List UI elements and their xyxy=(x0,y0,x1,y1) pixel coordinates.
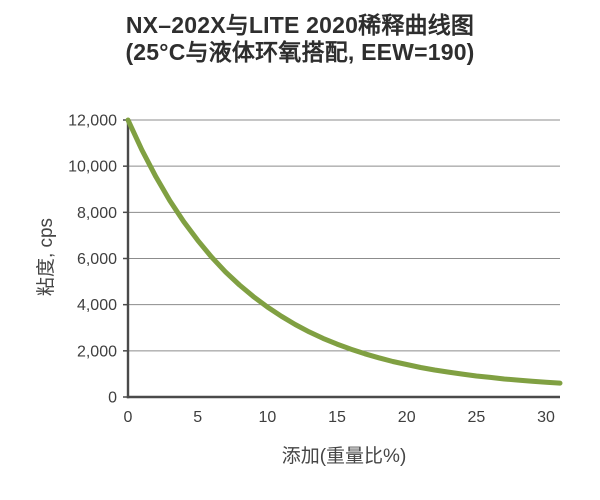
y-tick-label: 4,000 xyxy=(77,297,117,314)
dilution-curve xyxy=(125,117,563,386)
x-tick-label: 20 xyxy=(398,409,416,426)
chart-title-line1: NX–202X与LITE 2020稀释曲线图 xyxy=(125,12,475,38)
x-tick-label: 25 xyxy=(467,409,485,426)
y-tick-label: 10,000 xyxy=(68,159,117,176)
y-tick-label: 2,000 xyxy=(77,343,117,360)
x-axis-title: 添加(重量比%) xyxy=(281,446,407,467)
chart-title-line2: (25°C与液体环氧搭配, EEW=190) xyxy=(125,39,475,65)
y-tick-label: 6,000 xyxy=(77,251,117,268)
chart-title: NX–202X与LITE 2020稀释曲线图 (25°C与液体环氧搭配, EEW… xyxy=(0,12,600,66)
x-tick-label: 10 xyxy=(258,409,276,426)
x-tick-label: 5 xyxy=(193,409,202,426)
y-tick-label: 8,000 xyxy=(77,205,117,222)
x-tick-label: 0 xyxy=(124,409,133,426)
x-tick-label: 15 xyxy=(328,409,346,426)
y-tick-label: 0 xyxy=(108,390,117,407)
y-tick-label: 12,000 xyxy=(68,113,117,130)
x-tick-label: 30 xyxy=(537,409,555,426)
